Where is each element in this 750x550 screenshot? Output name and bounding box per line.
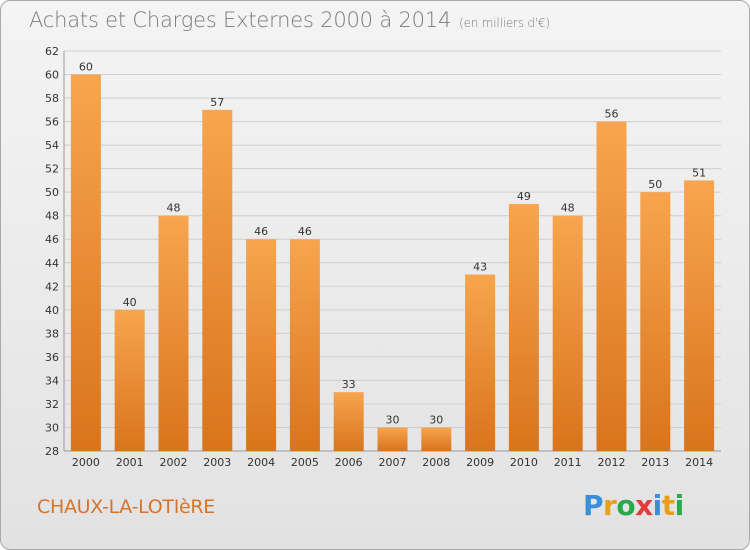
data-label: 30 <box>386 413 400 426</box>
y-tick-label: 46 <box>45 233 59 246</box>
x-tick-label: 2008 <box>422 456 450 469</box>
y-tick-label: 38 <box>45 327 59 340</box>
bar <box>158 215 189 451</box>
data-label: 40 <box>123 296 137 309</box>
y-tick-label: 28 <box>45 445 59 458</box>
data-label: 33 <box>342 378 356 391</box>
data-label: 56 <box>605 108 619 121</box>
x-tick-label: 2014 <box>685 456 713 469</box>
y-tick-label: 44 <box>45 257 59 270</box>
chart-title: Achats et Charges Externes 2000 à 2014 (e… <box>29 8 550 32</box>
data-label: 48 <box>561 202 575 215</box>
x-tick-label: 2004 <box>247 456 275 469</box>
y-tick-label: 30 <box>45 421 59 434</box>
bar <box>640 192 671 452</box>
logo-letter: o <box>616 489 636 522</box>
logo-letter: i <box>674 489 685 522</box>
data-label: 46 <box>254 225 268 238</box>
x-tick-label: 2012 <box>598 456 626 469</box>
x-tick-label: 2009 <box>466 456 494 469</box>
bar <box>552 215 583 451</box>
y-tick-label: 54 <box>45 139 59 152</box>
x-tick-label: 2010 <box>510 456 538 469</box>
y-tick-label: 58 <box>45 92 59 105</box>
data-label: 49 <box>517 190 531 203</box>
data-label: 57 <box>210 96 224 109</box>
data-label: 51 <box>692 166 706 179</box>
x-tick-label: 2013 <box>641 456 669 469</box>
data-label: 43 <box>473 261 487 274</box>
bar <box>421 427 452 451</box>
bar <box>70 74 101 451</box>
logo-letter: r <box>603 489 617 522</box>
data-label: 46 <box>298 225 312 238</box>
bar <box>246 239 277 451</box>
y-tick-label: 52 <box>45 163 59 176</box>
chart-title-text: Achats et Charges Externes 2000 à 2014 <box>29 8 452 32</box>
bar <box>289 239 320 451</box>
y-tick-label: 60 <box>45 69 59 82</box>
bar <box>508 203 539 451</box>
bar <box>596 121 627 452</box>
y-tick-label: 40 <box>45 304 59 317</box>
x-tick-label: 2006 <box>335 456 363 469</box>
x-tick-label: 2001 <box>116 456 144 469</box>
data-label: 60 <box>79 61 93 74</box>
bar <box>465 274 496 451</box>
x-tick-label: 2003 <box>203 456 231 469</box>
x-tick-label: 2000 <box>72 456 100 469</box>
data-label: 50 <box>648 178 662 191</box>
y-tick-label: 36 <box>45 351 59 364</box>
y-tick-label: 34 <box>45 374 59 387</box>
y-tick-label: 48 <box>45 210 59 223</box>
y-tick-label: 50 <box>45 186 59 199</box>
x-tick-label: 2007 <box>379 456 407 469</box>
logo-letter: i <box>652 489 663 522</box>
logo-letter: P <box>583 489 604 522</box>
logo-letter: t <box>661 489 675 522</box>
x-tick-label: 2002 <box>160 456 188 469</box>
bar <box>333 392 364 451</box>
bar <box>114 309 145 451</box>
logo-letter: x <box>635 489 653 522</box>
x-tick-label: 2005 <box>291 456 319 469</box>
bar <box>684 180 715 452</box>
bar <box>377 427 408 451</box>
data-label: 30 <box>429 413 443 426</box>
bar <box>202 109 233 451</box>
data-label: 48 <box>167 202 181 215</box>
proxiti-logo: Proxiti <box>583 489 684 522</box>
commune-name: CHAUX-LA-LOTIèRE <box>37 496 216 518</box>
y-tick-label: 56 <box>45 116 59 129</box>
y-tick-label: 42 <box>45 280 59 293</box>
x-tick-label: 2011 <box>554 456 582 469</box>
y-tick-label: 62 <box>45 45 59 58</box>
y-tick-label: 32 <box>45 398 59 411</box>
chart-subtitle: (en milliers d'€) <box>459 16 550 30</box>
